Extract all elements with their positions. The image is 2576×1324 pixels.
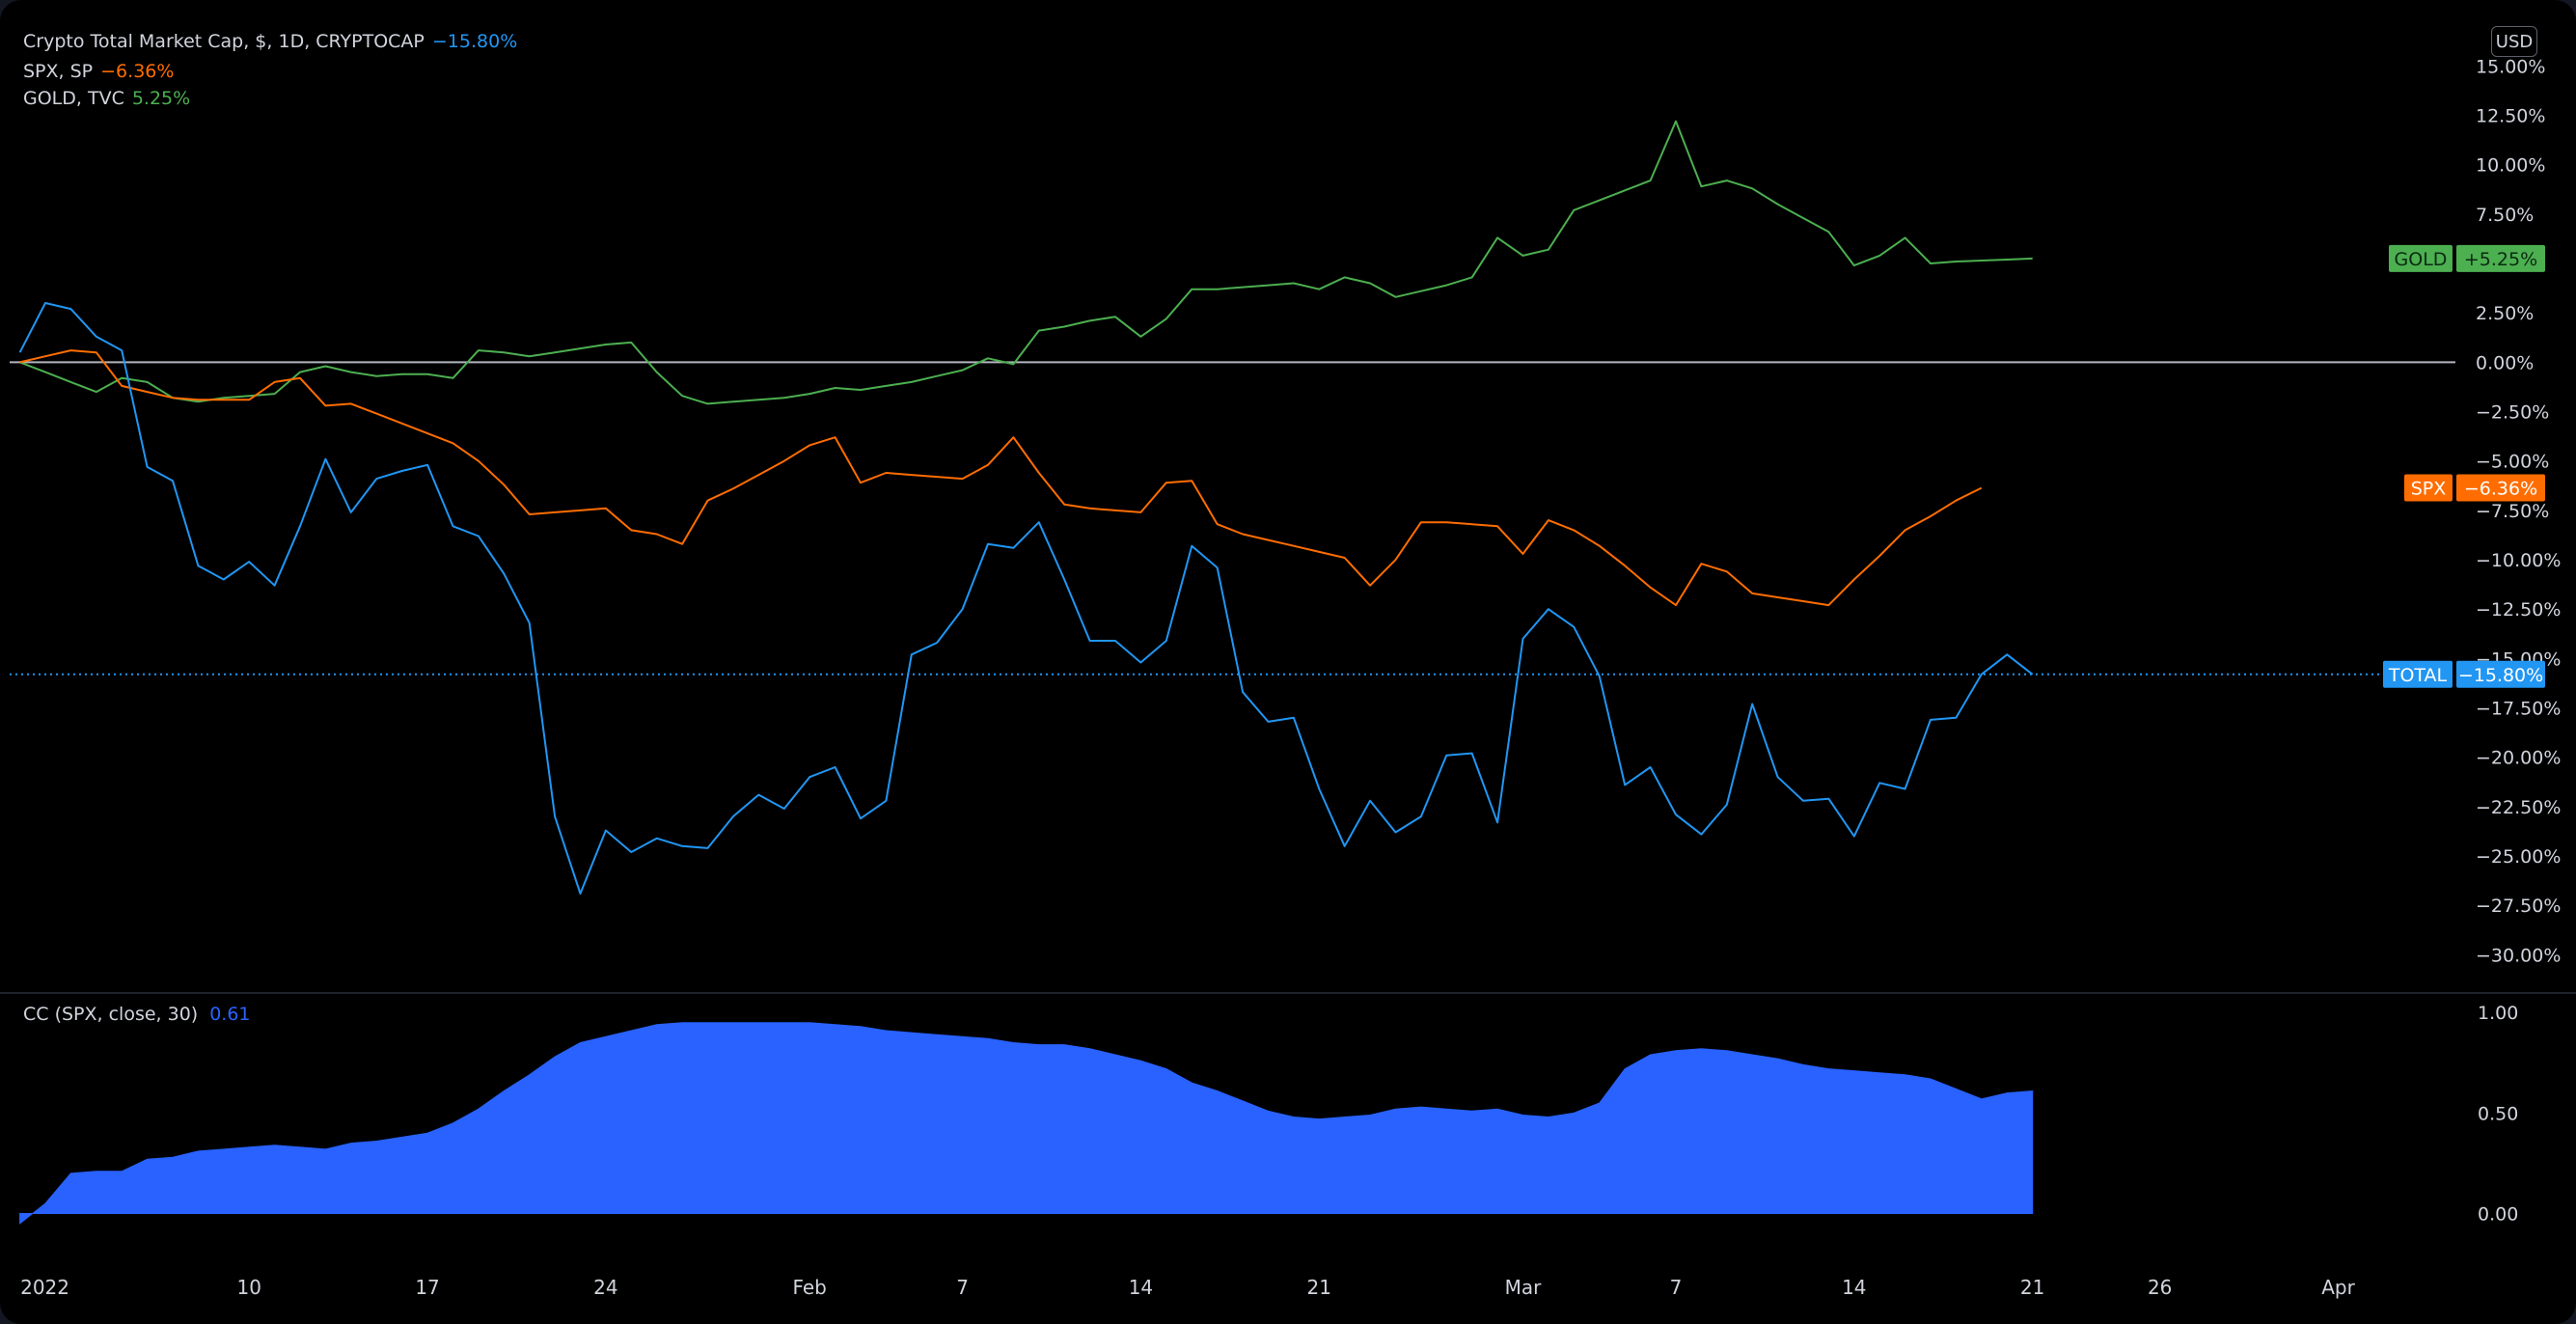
time-axis-label: Apr bbox=[2321, 1276, 2355, 1299]
legend-gold-name: GOLD, TVC bbox=[23, 88, 124, 109]
series-badge-gold-label-bg bbox=[2389, 244, 2453, 272]
currency-button[interactable]: USD bbox=[2491, 26, 2537, 57]
price-scale-label: −5.00% bbox=[2476, 452, 2549, 473]
indicator-scale-label: 0.50 bbox=[2478, 1103, 2518, 1124]
series-line-total bbox=[18, 302, 2034, 895]
time-axis-label: 21 bbox=[1307, 1276, 1331, 1299]
series-line-gold bbox=[19, 120, 2033, 405]
time-axis-label: 14 bbox=[1842, 1276, 1866, 1299]
time-axis-label: 7 bbox=[1670, 1276, 1683, 1299]
series-badge-total-label-bg bbox=[2383, 660, 2453, 688]
price-scale-label: −30.00% bbox=[2476, 945, 2561, 966]
main-pane[interactable] bbox=[0, 120, 2576, 994]
time-axis-label: 21 bbox=[2020, 1276, 2044, 1299]
legend-total-value: −15.80% bbox=[431, 31, 518, 52]
price-scale-label: 15.00% bbox=[2476, 56, 2545, 77]
series-badge-total-value-bg bbox=[2456, 660, 2545, 688]
legend-total[interactable]: Crypto Total Market Cap, $, 1D, CRYPTOCA… bbox=[23, 31, 517, 52]
legend-spx-name: SPX, SP bbox=[23, 61, 94, 82]
cc-area bbox=[19, 1022, 2034, 1225]
price-scale-label: −22.50% bbox=[2476, 797, 2561, 818]
time-axis-label: 17 bbox=[415, 1276, 439, 1299]
indicator-scale-label: 0.00 bbox=[2478, 1204, 2518, 1226]
legend-cc-value: 0.61 bbox=[209, 1004, 251, 1025]
legend-gold-value: 5.25% bbox=[131, 88, 191, 109]
time-axis-label: 10 bbox=[236, 1276, 260, 1299]
legend-spx-value: −6.36% bbox=[100, 61, 175, 82]
price-scale-label: −27.50% bbox=[2476, 896, 2561, 917]
series-line-spx bbox=[19, 349, 1983, 607]
price-scale-label: −7.50% bbox=[2476, 501, 2549, 522]
legend-gold[interactable]: GOLD, TVC 5.25% bbox=[23, 88, 190, 109]
price-scale-label: 10.00% bbox=[2476, 155, 2545, 177]
series-badge-gold-value-bg bbox=[2456, 244, 2545, 272]
time-axis-label: Mar bbox=[1505, 1276, 1543, 1299]
legend-cc-name: CC (SPX, close, 30) bbox=[23, 1004, 199, 1025]
time-axis-label: 24 bbox=[593, 1276, 617, 1299]
indicator-scale-label: 1.00 bbox=[2478, 1003, 2518, 1024]
series-badge-total-label: TOTAL bbox=[2388, 665, 2448, 686]
series-badge-spx-value-bg bbox=[2456, 474, 2545, 502]
time-axis-label: 7 bbox=[956, 1276, 969, 1299]
price-scale-label: −10.00% bbox=[2476, 550, 2561, 571]
series-badge-gold-value: +5.25% bbox=[2464, 249, 2537, 270]
legend-spx[interactable]: SPX, SP −6.36% bbox=[23, 61, 174, 82]
series-badge-spx-label: SPX bbox=[2411, 479, 2447, 500]
indicator-pane[interactable] bbox=[19, 1022, 2034, 1225]
price-scale-label: −25.00% bbox=[2476, 846, 2561, 868]
price-scale-label: 2.50% bbox=[2476, 303, 2534, 324]
time-axis-label: Feb bbox=[792, 1276, 826, 1299]
series-badge-gold-label: GOLD bbox=[2395, 249, 2448, 270]
time-axis[interactable]: 2022 10 17 24 Feb 7 14 21 Mar 7 14 21 26 Apr bbox=[20, 1276, 2355, 1299]
series-badge-total-value: −15.80% bbox=[2458, 665, 2543, 686]
price-scale-label: −2.50% bbox=[2476, 402, 2549, 424]
price-scale-label: −20.00% bbox=[2476, 748, 2561, 769]
time-axis-label: 2022 bbox=[20, 1276, 69, 1299]
time-axis-label: 14 bbox=[1129, 1276, 1153, 1299]
series-badge-spx-label-bg bbox=[2404, 474, 2453, 502]
price-scale-label: −17.50% bbox=[2476, 699, 2561, 720]
series-badge-spx-value: −6.36% bbox=[2464, 479, 2537, 500]
legend-total-name: Crypto Total Market Cap, $, 1D, CRYPTOCA… bbox=[23, 31, 425, 52]
legend-cc[interactable]: CC (SPX, close, 30) 0.61 bbox=[23, 1004, 251, 1025]
price-scale-label: 0.00% bbox=[2476, 352, 2534, 373]
price-scale-label: 12.50% bbox=[2476, 106, 2545, 127]
price-axis[interactable]: 15.00%12.50%10.00%7.50%5.00%2.50%0.00%−2… bbox=[2383, 56, 2561, 1226]
price-scale-label: 7.50% bbox=[2476, 205, 2534, 226]
price-scale-label: −12.50% bbox=[2476, 599, 2561, 621]
time-axis-label: 26 bbox=[2148, 1276, 2172, 1299]
